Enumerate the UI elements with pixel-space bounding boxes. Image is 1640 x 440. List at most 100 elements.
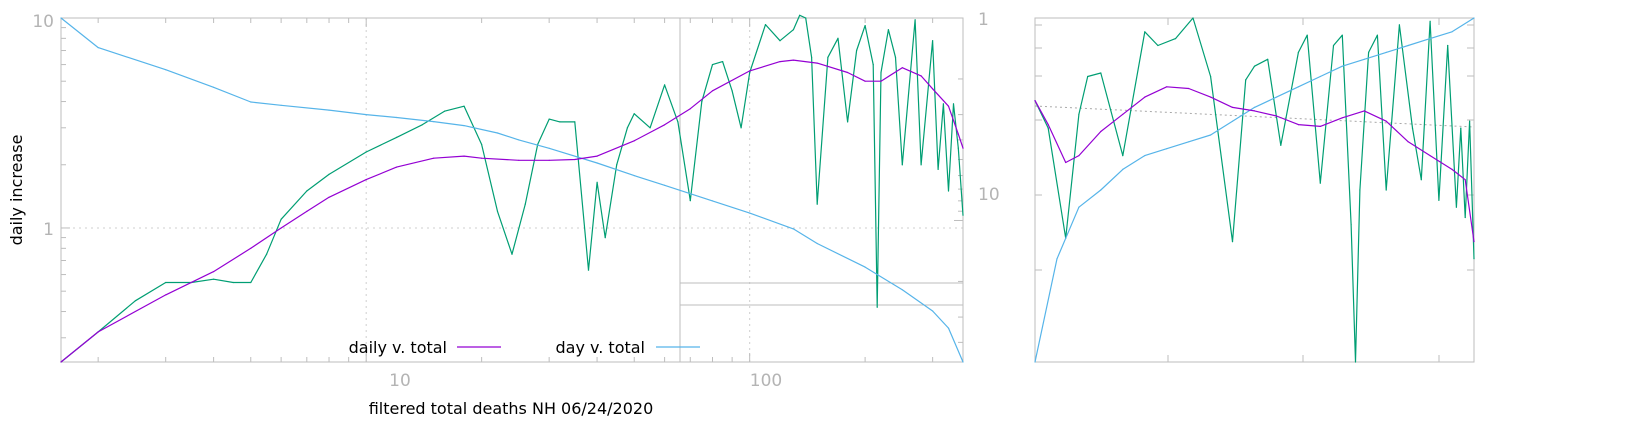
series-filtered-daily-line-point (952, 103, 955, 105)
inset-series-day-line-point (1385, 51, 1387, 54)
series-daily-v-total-line-point (213, 271, 215, 273)
series-filtered-daily-line-point (306, 190, 308, 192)
inset-series-daily-line-point (1166, 86, 1168, 88)
inset-series-filtered-line-point (1354, 361, 1357, 363)
series-filtered-daily-line-point (827, 56, 829, 58)
series-day-v-total-line-point (213, 86, 215, 88)
series-day-v-total-line-point (328, 109, 330, 111)
inset-series-filtered-line-point (1210, 75, 1212, 78)
series-filtered-daily-line-point (280, 218, 282, 220)
series-day-v-total-line-point (633, 175, 635, 177)
inset-series-filtered-line-point (1047, 127, 1049, 129)
series-filtered-daily-line-point (962, 214, 964, 216)
inset-series-daily-line-point (1065, 161, 1067, 164)
inset-series-daily-line-point (1319, 125, 1321, 127)
inset-series-daily-line-point (1122, 113, 1124, 115)
inset-series-filtered-line-point (1368, 51, 1370, 54)
series-filtered-daily-line-point (587, 269, 590, 271)
legend-label-day: day v. total (556, 338, 646, 357)
series-filtered-daily-line-point (664, 84, 666, 86)
inset-series-day-line-point (1100, 189, 1102, 191)
inset-series-day-line-point (1210, 134, 1212, 136)
series-filtered-daily-line-point (574, 121, 576, 123)
series-filtered-daily-line-point (616, 164, 618, 166)
series-filtered-daily-line-point (932, 40, 934, 42)
inset-series-daily-line-point (1385, 120, 1387, 122)
series-daily-v-total-line-point (847, 71, 849, 74)
series-daily-v-total-line-point (711, 90, 714, 92)
inset-series-filtered-line-point (1350, 223, 1352, 225)
inset-series-day-line-point (1188, 141, 1190, 143)
series-daily-v-total-line-point (749, 70, 751, 72)
series-filtered-daily-line-point (496, 210, 499, 212)
inset-series-filtered-line-point (1376, 34, 1378, 36)
inset-series-filtered-line-point (1447, 44, 1449, 47)
series-filtered-daily-line-point (626, 127, 629, 129)
series-daily-v-total-line (60, 59, 964, 363)
series-filtered-daily-line-point (792, 29, 795, 31)
inset-series-day-line-point (1056, 258, 1058, 260)
series-day-v-total-line-point (496, 132, 499, 134)
inset-series-daily-line-point (1231, 106, 1234, 108)
inset-series-filtered-line-point (1306, 34, 1308, 36)
y-tick-label-10: 10 (32, 12, 54, 32)
inset-series-filtered-line-point (1473, 258, 1475, 260)
inset-series-filtered-line-point (1469, 120, 1471, 122)
inset-series-filtered-line-point (1192, 17, 1194, 19)
inset-series-day-line-point (1253, 106, 1256, 108)
series-daily-v-total-line-point (396, 166, 398, 168)
series-day-v-total-line-point (396, 116, 398, 119)
inset-series-daily-line-point (1363, 110, 1365, 112)
series-day-v-total-line-point (962, 361, 964, 363)
inset-series-daily-line-point (1429, 155, 1431, 157)
series-filtered-daily-line-point (165, 281, 167, 284)
legend: daily v. total day v. total (349, 338, 700, 357)
inset-series-filtered-line-point (1144, 31, 1146, 33)
series-daily-v-total-line-point (481, 157, 483, 159)
inset-series-day-line-point (1275, 96, 1278, 98)
inset-series-daily-line-point (1275, 115, 1278, 117)
inset-region-box (679, 18, 963, 362)
main-minor-ticks (61, 17, 963, 363)
inset-series-filtered-line-point (1332, 44, 1335, 47)
series-daily-v-total-line-point (792, 59, 795, 61)
series-day-v-total-line-point (250, 101, 252, 103)
inset-series-day-line-point (1034, 361, 1036, 363)
series-filtered-daily-line-point (731, 90, 733, 92)
inset-series-day-line-point (1122, 168, 1124, 170)
inset-series-filtered-line-point (1398, 24, 1400, 26)
inset-series-filtered-line-point (1100, 72, 1102, 74)
inset-series-day-line-point (1473, 17, 1475, 19)
inset-series-daily-line-point (1188, 87, 1190, 90)
series-daily-v-total-line-point (250, 247, 252, 249)
series-daily-v-total-line-point (880, 80, 882, 82)
inset-series-day-line-point (1078, 206, 1080, 208)
inset-series-filtered-line-point (1267, 58, 1269, 60)
inset-trend-line (1034, 105, 1475, 128)
series-daily-v-total-line-point (633, 140, 635, 142)
series-filtered-daily-line-point (805, 17, 807, 19)
series-day-v-total-line-point (433, 121, 435, 123)
series-filtered-daily-line-point (421, 124, 423, 126)
inset-series-daily-line-point (1253, 110, 1256, 112)
series-day-v-total-line-point (932, 310, 934, 312)
series-filtered-daily-line-point (880, 71, 882, 74)
series-filtered-daily-line-point (213, 278, 215, 280)
series-filtered-daily-line-point (779, 40, 781, 42)
series-day-v-total-line-point (365, 114, 367, 116)
inset-series-day-line-point (1144, 155, 1146, 157)
series-filtered-daily-line-point (740, 127, 742, 129)
series-filtered-daily-line-point (250, 281, 252, 284)
main-grid (61, 18, 963, 362)
inset-series-daily-line-point (1464, 179, 1466, 181)
inset-plot-border (1034, 17, 1475, 363)
inset-series-filtered-line-point (1231, 241, 1234, 243)
series-filtered-daily-line-point (722, 61, 724, 63)
series-filtered-daily-line-point (548, 118, 550, 120)
inset-series-filtered-line-point (1245, 79, 1247, 81)
inset-series-filtered-line-point (1078, 113, 1080, 115)
series-filtered-daily-line-point (856, 49, 858, 52)
series-daily-v-total-line-point (689, 108, 691, 110)
series-daily-v-total-line-point (518, 159, 520, 161)
series-daily-v-total-line-point (932, 88, 934, 90)
